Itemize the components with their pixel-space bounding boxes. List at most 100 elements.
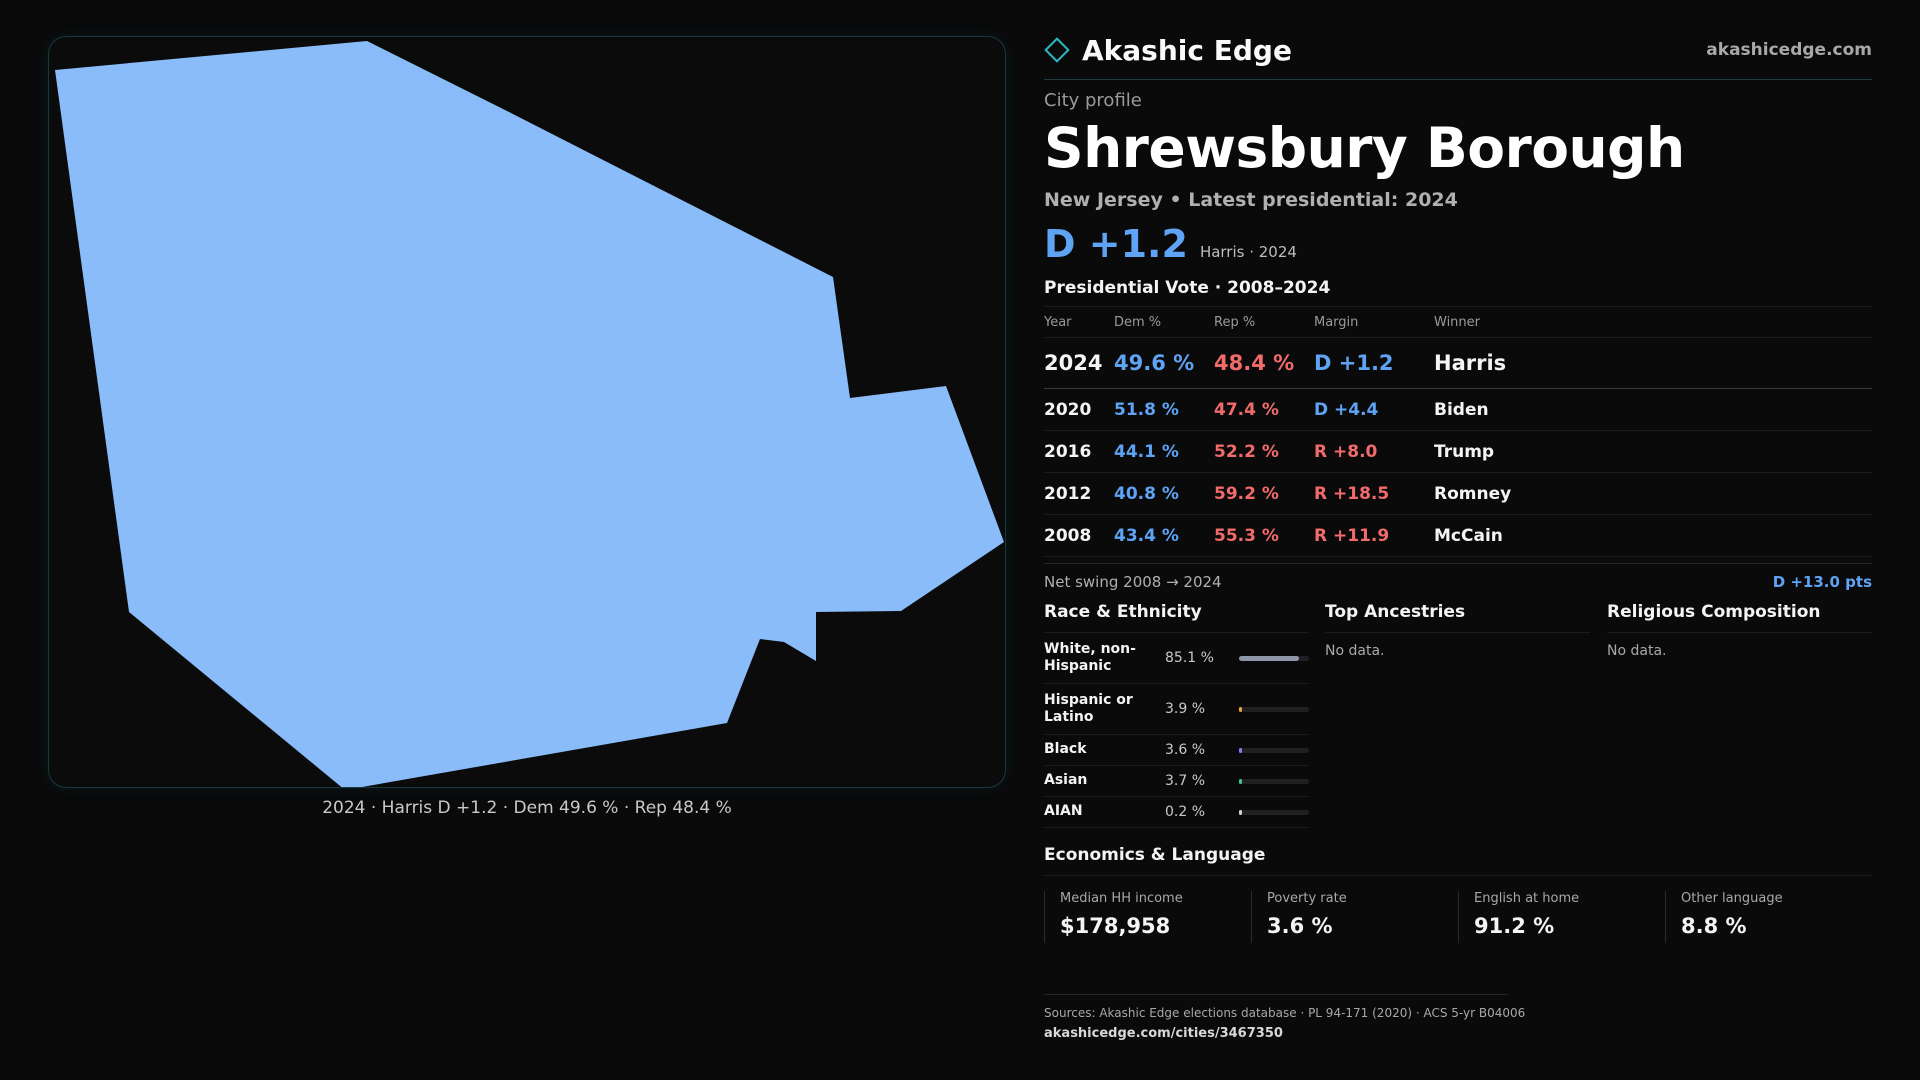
cell-margin: D +1.2 [1314,351,1394,375]
table-row: 2012 40.8 % 59.2 % R +18.5 Romney [1044,473,1872,515]
profile-panel: Akashic Edge akashicedge.com City profil… [1044,0,1872,1080]
race-bar-fill [1239,809,1242,815]
map-panel [48,36,1006,788]
race-label: Asian [1044,772,1088,789]
race-bar [1239,747,1309,753]
race-pct: 0.2 % [1165,804,1206,820]
map-caption: 2024 · Harris D +1.2 · Dem 49.6 % · Rep … [322,798,732,818]
margin-value: D +1.2 [1044,222,1188,266]
cell-winner: Harris [1434,351,1507,375]
vote-table-header: Year Dem % Rep % Margin Winner [1044,306,1872,338]
ancestry-empty: No data. [1325,643,1385,659]
cell-year: 2024 [1044,351,1103,375]
table-row: 2016 44.1 % 52.2 % R +8.0 Trump [1044,431,1872,473]
cell-year: 2008 [1044,525,1092,546]
race-pct: 3.6 % [1165,742,1206,758]
cell-margin: R +18.5 [1314,483,1390,504]
city-boundary-shape[interactable] [55,41,1004,788]
stat-poverty-rate: Poverty rate 3.6 % [1251,891,1458,943]
race-bar [1239,778,1309,784]
race-bar [1239,655,1309,661]
race-pct: 85.1 % [1165,650,1214,666]
cell-rep: 48.4 % [1214,351,1295,375]
cell-margin: D +4.4 [1314,399,1379,420]
religion-empty: No data. [1607,643,1667,659]
state-subline: New Jersey • Latest presidential: 2024 [1044,189,1458,211]
vote-section-title: Presidential Vote · 2008–2024 [1044,278,1331,298]
race-label: White, non-Hispanic [1044,640,1136,675]
swing-label: Net swing 2008 → 2024 [1044,573,1222,591]
header-winner: Winner [1434,314,1481,330]
stat-other-language: Other language 8.8 % [1665,891,1872,943]
table-row-current: 2024 49.6 % 48.4 % D +1.2 Harris [1044,338,1872,389]
cell-winner: Biden [1434,399,1489,420]
race-bar [1239,706,1309,712]
stat-label: Poverty rate [1267,891,1347,906]
religion-section: Religious Composition No data. [1607,602,1872,659]
swing-divider [1044,563,1872,564]
header-year: Year [1044,314,1072,330]
page-eyebrow: City profile [1044,90,1142,111]
cell-year: 2020 [1044,399,1092,420]
race-section-title: Race & Ethnicity [1044,602,1309,633]
cell-winner: Trump [1434,441,1495,462]
cell-winner: Romney [1434,483,1512,504]
cell-dem: 51.8 % [1114,399,1179,420]
economics-section-title: Economics & Language [1044,845,1266,865]
race-row: Hispanic or Latino 3.9 % [1044,684,1309,735]
cell-rep: 55.3 % [1214,525,1279,546]
race-label: AIAN [1044,803,1083,820]
cell-margin: R +8.0 [1314,441,1378,462]
race-label: Black [1044,741,1087,758]
header-divider [1044,79,1872,80]
cell-dem: 49.6 % [1114,351,1195,375]
header-rep: Rep % [1214,314,1256,330]
vote-table: Year Dem % Rep % Margin Winner 2024 49.6… [1044,306,1872,557]
stat-value: 91.2 % [1474,914,1555,938]
race-bar-fill [1239,747,1242,753]
headline-margin: D +1.2 Harris · 2024 [1044,222,1297,266]
ancestry-section: Top Ancestries No data. [1325,602,1590,659]
stat-value: 8.8 % [1681,914,1747,938]
cell-dem: 43.4 % [1114,525,1179,546]
site-link[interactable]: akashicedge.com [1706,40,1872,60]
economics-stats: Median HH income $178,958 Poverty rate 3… [1044,891,1872,943]
cell-year: 2012 [1044,483,1092,504]
header-dem: Dem % [1114,314,1162,330]
cell-year: 2016 [1044,441,1092,462]
brand[interactable]: Akashic Edge [1044,30,1292,70]
stat-median-income: Median HH income $178,958 [1044,891,1251,943]
religion-section-title: Religious Composition [1607,602,1872,633]
cell-rep: 52.2 % [1214,441,1279,462]
race-bar-fill [1239,706,1242,712]
cell-rep: 59.2 % [1214,483,1279,504]
page-url-link[interactable]: akashicedge.com/cities/3467350 [1044,1026,1283,1041]
stat-english-at-home: English at home 91.2 % [1458,891,1665,943]
swing-value: D +13.0 pts [1772,573,1872,591]
table-row: 2008 43.4 % 55.3 % R +11.9 McCain [1044,515,1872,557]
race-section: Race & Ethnicity White, non-Hispanic 85.… [1044,602,1309,828]
race-label: Hispanic or Latino [1044,691,1133,726]
stat-value: $178,958 [1060,914,1171,938]
cell-margin: R +11.9 [1314,525,1390,546]
table-row: 2020 51.8 % 47.4 % D +4.4 Biden [1044,389,1872,431]
ancestry-section-title: Top Ancestries [1325,602,1590,633]
footer-divider [1044,994,1508,995]
margin-note: Harris · 2024 [1199,243,1297,261]
race-row: White, non-Hispanic 85.1 % [1044,633,1309,684]
race-bar-fill [1239,778,1242,784]
stat-label: Median HH income [1060,891,1183,906]
cell-rep: 47.4 % [1214,399,1279,420]
city-boundary-map [55,41,1004,788]
economics-divider [1044,875,1872,876]
stat-label: Other language [1681,891,1783,906]
page-title: Shrewsbury Borough [1044,116,1685,180]
race-pct: 3.7 % [1165,773,1206,789]
header-margin: Margin [1314,314,1359,330]
race-pct: 3.9 % [1165,701,1206,717]
race-bar-fill [1239,655,1299,661]
stat-label: English at home [1474,891,1580,906]
cell-dem: 44.1 % [1114,441,1179,462]
race-bar [1239,809,1309,815]
cell-dem: 40.8 % [1114,483,1179,504]
